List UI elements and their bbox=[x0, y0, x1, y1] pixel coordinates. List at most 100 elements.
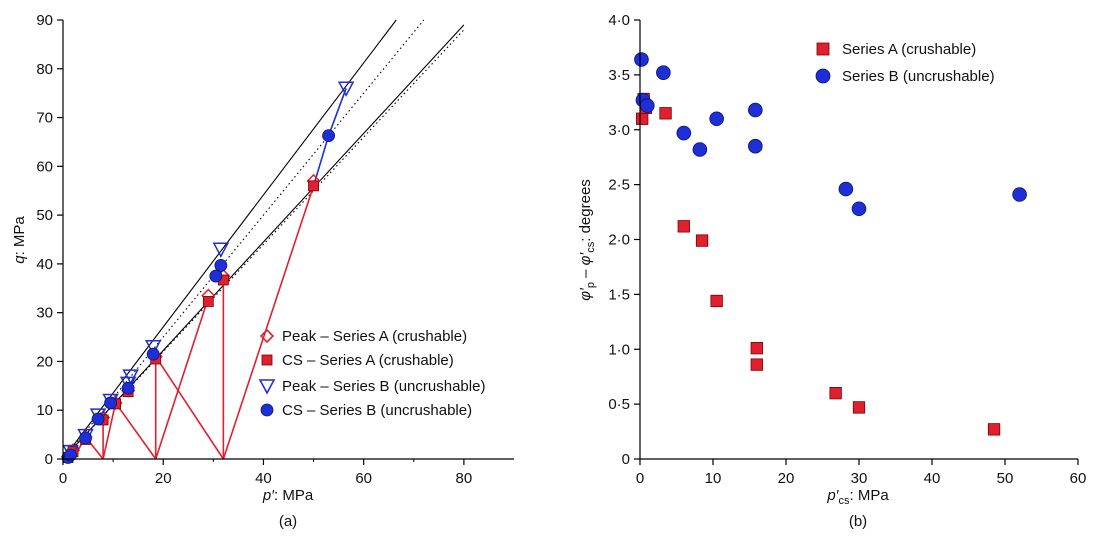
data-point-b-series-0 bbox=[710, 294, 723, 308]
legend-b: Series A (crushable) Series B (uncrushab… bbox=[815, 41, 995, 85]
x-tick-label-b: 50 bbox=[997, 470, 1014, 487]
data-point-b-series-1 bbox=[656, 65, 671, 80]
x-tick-label-a: 60 bbox=[355, 470, 372, 487]
data-point-b-series-1 bbox=[676, 125, 692, 141]
x-tick-label-b: 40 bbox=[924, 470, 941, 487]
y-tick-label-b: 4·0 bbox=[608, 12, 630, 29]
data-point-b-series-0 bbox=[636, 112, 649, 125]
y-tick-label-b: 3·0 bbox=[608, 122, 630, 139]
x-tick-label-a: 20 bbox=[155, 470, 172, 487]
legend-marker-series-a bbox=[816, 42, 830, 56]
data-point-b-series-0 bbox=[695, 234, 709, 247]
y-tick-label-b: 2·0 bbox=[608, 232, 630, 249]
data-point-a-series-3 bbox=[91, 412, 105, 426]
data-point-b-series-1 bbox=[639, 98, 655, 113]
x-tick-label-a: 0 bbox=[59, 470, 67, 487]
x-axis-label-b: p′cs: MPa bbox=[826, 487, 889, 507]
legend-marker-cs-b bbox=[260, 403, 274, 417]
data-point-b-series-0 bbox=[750, 342, 763, 355]
y-tick-label-a: 40 bbox=[36, 256, 53, 273]
data-point-a-series-2 bbox=[122, 369, 139, 385]
data-point-b-series-0 bbox=[659, 107, 672, 120]
data-point-b-series-0 bbox=[750, 358, 763, 371]
data-point-b-series-1 bbox=[838, 181, 854, 197]
data-points-a bbox=[60, 81, 355, 464]
data-point-b-series-1 bbox=[709, 111, 724, 127]
y-tick-label-a: 20 bbox=[36, 353, 53, 370]
data-points-b bbox=[634, 52, 1027, 436]
legend-label-cs-b: CS – Series B (uncrushable) bbox=[282, 402, 472, 419]
data-point-a-series-3 bbox=[79, 431, 92, 445]
y-tick-label-a: 70 bbox=[36, 110, 53, 127]
data-point-b-series-1 bbox=[851, 201, 867, 217]
data-point-b-series-1 bbox=[748, 102, 763, 118]
legend-label-peak-a: Peak – Series A (crushable) bbox=[282, 328, 467, 345]
stress-path-line bbox=[155, 356, 225, 460]
ticks-b: 0 10 20 30 40 50 60 0 0·5 1·0 1·5 2·0 2·5 3·0 3·5 4·0 bbox=[608, 12, 1086, 487]
data-point-b-series-0 bbox=[852, 401, 866, 414]
data-point-a-series-3 bbox=[146, 347, 160, 361]
data-point-b-series-0 bbox=[677, 220, 690, 233]
data-point-a-series-1 bbox=[308, 180, 319, 192]
legend-marker-peak-a bbox=[259, 328, 275, 344]
legend-label-series-a: Series A (crushable) bbox=[842, 41, 976, 58]
y-axis-label-b: φ′p – φ′cs: degrees bbox=[577, 179, 597, 301]
legend-marker-cs-a bbox=[261, 354, 273, 366]
y-tick-label-a: 80 bbox=[36, 61, 53, 78]
data-point-a-series-3 bbox=[322, 129, 335, 143]
y-tick-label-b: 1·0 bbox=[608, 341, 630, 358]
y-tick-label-a: 50 bbox=[36, 207, 53, 224]
data-point-a-series-3 bbox=[104, 396, 118, 410]
data-point-b-series-1 bbox=[748, 138, 763, 154]
y-tick-label-b: 0 bbox=[622, 451, 630, 468]
x-tick-label-a: 80 bbox=[456, 470, 473, 487]
legend-label-series-b: Series B (uncrushable) bbox=[842, 68, 995, 85]
y-tick-label-b: 1·5 bbox=[608, 286, 630, 303]
legend-a: Peak – Series A (crushable) CS – Series … bbox=[258, 328, 485, 419]
y-tick-label-a: 30 bbox=[36, 305, 53, 322]
data-point-a-series-2 bbox=[337, 81, 355, 97]
chart-b: 0 10 20 30 40 50 60 0 0·5 1·0 1·5 2·0 2·5 3·0 3·5 4·0 p… bbox=[577, 12, 1086, 530]
data-point-a-series-3 bbox=[64, 448, 77, 462]
data-point-a-series-2 bbox=[212, 242, 230, 258]
stress-path-line bbox=[114, 402, 157, 460]
data-point-b-series-1 bbox=[634, 52, 649, 67]
legend-label-peak-b: Peak – Series B (uncrushable) bbox=[282, 378, 485, 395]
x-tick-label-b: 10 bbox=[705, 470, 722, 487]
stress-path-line bbox=[154, 297, 210, 460]
y-tick-label-a: 0 bbox=[45, 451, 53, 468]
data-point-b-series-1 bbox=[692, 142, 708, 157]
data-point-a-series-3 bbox=[209, 269, 223, 283]
y-tick-label-b: 3·5 bbox=[608, 67, 630, 84]
stress-path-line bbox=[222, 185, 315, 460]
y-tick-label-a: 90 bbox=[36, 12, 53, 29]
reference-line bbox=[62, 19, 397, 460]
data-point-a-series-3 bbox=[214, 258, 228, 272]
data-point-a-series-3 bbox=[121, 381, 135, 395]
ticks-a: 0 20 40 60 80 0 10 20 30 40 50 60 70 80 90 bbox=[36, 12, 472, 487]
stress-path-line bbox=[102, 402, 117, 460]
data-point-a-series-1 bbox=[202, 296, 214, 307]
legend-label-cs-a: CS – Series A (crushable) bbox=[282, 352, 454, 369]
panel-caption-b: (b) bbox=[849, 513, 867, 530]
legend-marker-series-b bbox=[815, 68, 831, 84]
x-axis-label-a: p′: MPa bbox=[262, 487, 314, 504]
x-tick-label-b: 0 bbox=[636, 470, 644, 487]
x-tick-label-b: 20 bbox=[778, 470, 795, 487]
y-tick-label-b: 2·5 bbox=[608, 177, 630, 194]
chart-a: 0 20 40 60 80 0 10 20 30 40 50 60 70 80 90 p′: MPa q: … bbox=[11, 12, 514, 530]
x-tick-label-b: 30 bbox=[851, 470, 868, 487]
y-tick-label-b: 0·5 bbox=[608, 396, 630, 413]
y-tick-label-a: 60 bbox=[36, 158, 53, 175]
x-tick-label-a: 40 bbox=[255, 470, 272, 487]
x-tick-label-b: 60 bbox=[1070, 470, 1087, 487]
y-axis-label-a: q: MPa bbox=[11, 216, 28, 264]
data-point-b-series-1 bbox=[1012, 187, 1027, 202]
data-point-b-series-0 bbox=[987, 423, 1001, 436]
y-tick-label-a: 10 bbox=[36, 402, 53, 419]
data-point-a-series-2 bbox=[144, 340, 162, 356]
panel-caption-a: (a) bbox=[279, 513, 297, 530]
legend-marker-peak-b bbox=[258, 379, 276, 395]
data-point-b-series-0 bbox=[829, 386, 842, 400]
